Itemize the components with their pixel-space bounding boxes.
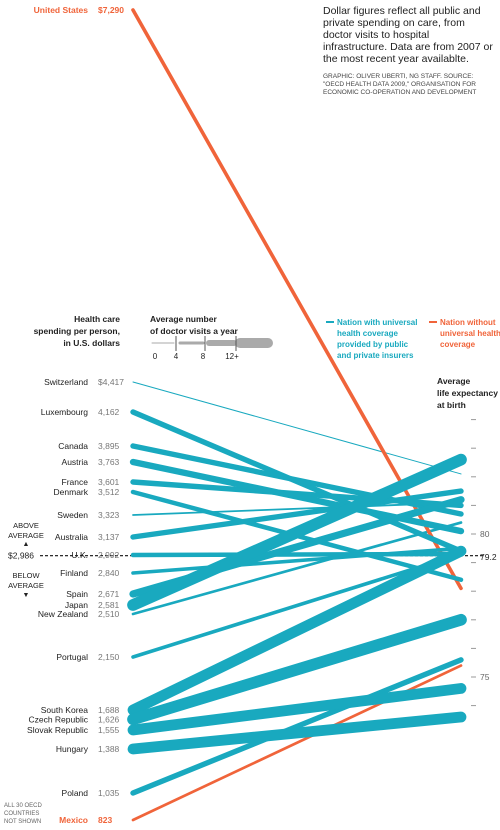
average-life-label: 79.2 [480,552,497,562]
country-label-hungary: Hungary [56,744,89,754]
country-line-portugal [131,552,463,659]
country-line-japan [127,453,467,611]
right-axis-title: Average [437,376,471,386]
below-average-arrow: ▼ [23,592,30,599]
spending-label-spain: 2,671 [98,589,120,599]
country-label-sweden: Sweden [57,510,88,520]
country-line-united-states [131,8,463,591]
footnote-text: NOT SHOWN [4,819,41,825]
country-label-slovak-republic: Slovak Republic [27,725,89,735]
thickness-legend-title: of doctor visits a year [150,326,239,336]
country-label-united-states: United States [34,5,89,15]
description-block: Dollar figures reflect all public and pr… [323,5,493,97]
spending-label-hungary: 1,388 [98,744,120,754]
right-axis-tick-label: 75 [480,672,490,682]
spending-label-denmark: 3,512 [98,487,120,497]
spending-label-u-k: 2,992 [98,550,120,560]
spending-label-south-korea: 1,688 [98,705,120,715]
country-line-slovak-republic [127,683,467,736]
spending-label-new-zealand: 2,510 [98,609,120,619]
right-axis-title: at birth [437,400,466,410]
country-label-australia: Australia [55,532,88,542]
right-axis-title: life expectancy [437,388,498,398]
above-average-label: ABOVE [13,521,39,530]
universal-legend-text: Nation with universal [337,318,417,327]
country-label-mexico: Mexico [59,815,88,825]
country-line-czech-republic [127,613,467,726]
spending-label-portugal: 2,150 [98,652,120,662]
country-label-finland: Finland [60,568,88,578]
spending-label-united-states: $7,290 [98,5,124,15]
country-label-u-k: U.K. [71,550,88,560]
country-line-switzerland [132,381,462,475]
spending-label-france: 3,601 [98,477,120,487]
right-axis-tick-label: 80 [480,529,490,539]
spending-label-poland: 1,035 [98,788,120,798]
country-line-hungary [127,711,467,755]
spending-label-switzerland: $4,417 [98,377,124,387]
spending-label-luxembourg: 4,162 [98,407,120,417]
country-label-south-korea: South Korea [41,705,89,715]
country-line-australia [130,488,464,540]
spending-label-sweden: 3,323 [98,510,120,520]
country-label-portugal: Portugal [56,652,88,662]
spending-label-finland: 2,840 [98,568,120,578]
spending-label-austria: 3,763 [98,457,120,467]
thickness-legend-label: 4 [174,352,179,361]
country-label-austria: Austria [62,457,89,467]
non-universal-legend-text: coverage [440,340,476,349]
below-average-label: BELOW [12,571,40,580]
country-line-new-zealand [131,521,463,616]
non-universal-legend-text: Nation without [440,318,496,327]
country-label-switzerland: Switzerland [44,377,88,387]
spending-label-japan: 2,581 [98,600,120,610]
country-label-new-zealand: New Zealand [38,609,88,619]
thickness-legend-title: Average number [150,314,217,324]
country-label-denmark: Denmark [54,487,89,497]
thickness-legend-label: 8 [201,352,206,361]
left-axis-title: Health care [74,314,120,324]
country-label-france: France [62,477,89,487]
source-credit: GRAPHIC: OLIVER UBERTI, NG STAFF. SOURCE… [323,73,477,96]
thickness-legend-label: 12+ [225,352,239,361]
universal-legend-text: and private insurers [337,351,414,360]
spending-label-canada: 3,895 [98,441,120,451]
footnote-text: ALL 30 OECD [4,803,42,809]
country-label-luxembourg: Luxembourg [41,407,89,417]
thickness-legend-label: 0 [153,352,158,361]
left-axis-title: spending per person, [34,326,120,336]
left-axis-title: in U.S. dollars [63,338,120,348]
spending-label-australia: 3,137 [98,532,120,542]
country-line-poland [130,657,464,796]
spending-label-mexico: 823 [98,815,112,825]
country-label-spain: Spain [66,589,88,599]
average-spending-label: $2,986 [8,551,34,561]
universal-legend-text: health coverage [337,329,398,338]
spending-label-czech-republic: 1,626 [98,714,120,724]
above-average-label: AVERAGE [8,531,44,540]
country-label-poland: Poland [62,788,89,798]
description-note: Dollar figures reflect all public and pr… [323,5,493,65]
country-line-austria [129,458,465,535]
spending-label-slovak-republic: 1,555 [98,725,120,735]
country-line-south-korea [127,545,467,716]
universal-legend-text: provided by public [337,340,409,349]
non-universal-legend-text: universal health [440,329,500,338]
below-average-label: AVERAGE [8,581,44,590]
footnote-text: COUNTRIES [4,811,39,817]
country-label-canada: Canada [58,441,88,451]
country-label-japan: Japan [65,600,88,610]
above-average-arrow: ▲ [23,541,30,548]
country-label-czech-republic: Czech Republic [28,714,88,724]
country-line-u-k [130,551,464,558]
